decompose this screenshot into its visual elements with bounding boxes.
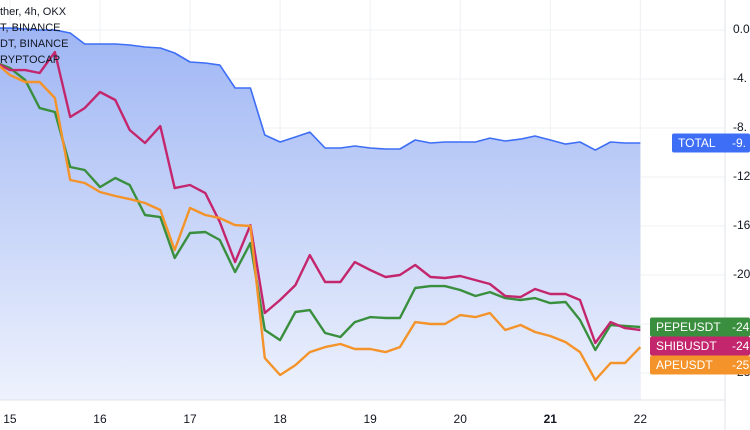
x-tick-label: 18 [273,412,287,426]
legend-line: RYPTOCAP [0,54,60,66]
line [0,27,641,151]
value-tag [650,336,750,356]
x-tick-label: 21 [544,412,558,426]
value-tag [650,355,750,375]
value-tag [672,133,750,153]
y-tick-label: -4. [733,71,747,85]
x-tick-label: 22 [634,412,648,426]
y-tick-label: -12 [733,169,750,183]
value-tag [650,317,750,337]
value-tag-value: -25 [732,358,750,372]
x-tick-label: 20 [454,412,468,426]
x-tick-label: 16 [93,412,107,426]
line [0,50,641,345]
value-tag-value: -24 [732,320,750,334]
x-tick-label: 15 [3,412,17,426]
plot-area [0,27,642,400]
line [0,65,642,382]
legend-line: ther, 4h, OKX [0,6,67,18]
value-tag-name: APEUSDT [656,358,713,372]
y-tick-label: -8. [733,120,747,134]
value-tag-name: SHIBUSDT [656,339,717,353]
value-tag-name: PEPEUSDT [656,320,721,334]
legend-line: T, BINANCE [0,22,61,34]
area [0,28,641,400]
value-tag-value: -24 [732,339,750,353]
value-tags: TOTAL -9. PEPEUSDT -24 SHIBUSDT -24 APEUSDT -25 [650,133,750,375]
legend: ther, 4h, OKX T, BINANCE DT, BINANCE RYPTOC… [0,6,68,66]
value-tag-value: -9. [732,136,746,150]
line [0,62,641,352]
value-tag-name: TOTAL [678,136,716,150]
x-tick-label: 19 [363,412,377,426]
legend-line: DT, BINANCE [0,38,68,50]
y-tick-label: 0.00 [733,22,750,36]
x-tick-label: 17 [183,412,197,426]
y-tick-label: -16 [733,218,750,232]
y-tick-label: -20 [733,267,750,281]
axes: 0.00-4.-8.-12-16-20-24-28151617181920212… [3,22,750,426]
